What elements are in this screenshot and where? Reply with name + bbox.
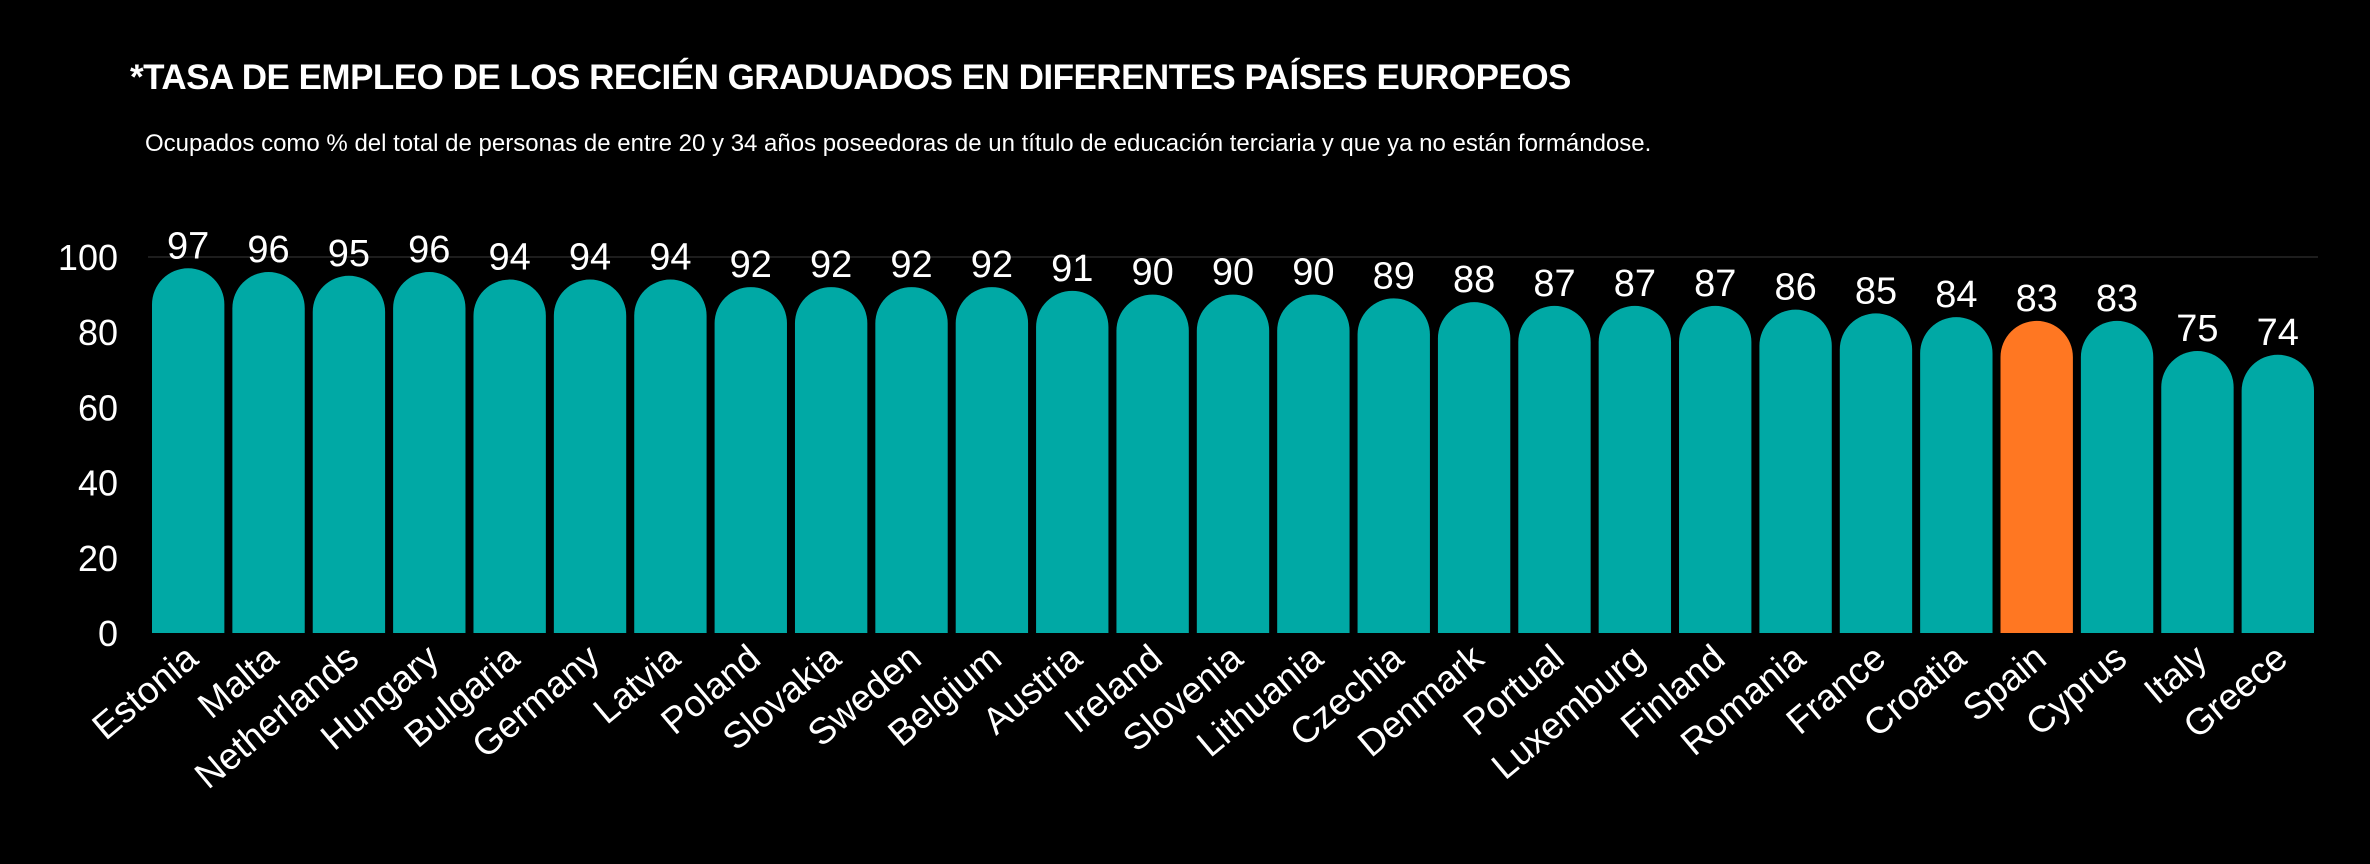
value-label-finland: 87: [1694, 263, 1736, 305]
value-label-hungary: 96: [408, 229, 450, 271]
value-label-france: 85: [1855, 270, 1897, 312]
value-label-netherlands: 95: [328, 233, 370, 275]
bar-france: [1839, 313, 1913, 633]
bar-ireland: [1116, 294, 1189, 633]
y-tick-label: 80: [78, 312, 118, 353]
bar-germany: [553, 279, 627, 633]
bar-austria: [1036, 290, 1109, 633]
bar-lithuania: [1277, 294, 1350, 633]
value-label-austria: 91: [1051, 248, 1093, 290]
bar-malta: [232, 272, 305, 633]
chart-subtitle: Ocupados como % del total de personas de…: [145, 130, 1652, 157]
bar-poland: [714, 287, 787, 633]
value-label-slovakia: 92: [810, 244, 852, 286]
value-label-romania: 86: [1774, 267, 1816, 309]
y-tick-label: 20: [78, 538, 118, 579]
bar-finland: [1679, 305, 1752, 633]
value-label-spain: 83: [2016, 278, 2058, 320]
bar-croatia: [1920, 317, 1993, 633]
bar-denmark: [1437, 302, 1511, 633]
value-label-denmark: 88: [1453, 259, 1495, 301]
value-label-latvia: 94: [649, 237, 691, 279]
value-label-luxemburg: 87: [1614, 263, 1656, 305]
bar-estonia: [152, 268, 225, 633]
y-tick-label: 60: [78, 387, 118, 428]
value-label-estonia: 97: [167, 225, 209, 267]
value-label-germany: 94: [569, 237, 611, 279]
chart-title: *TASA DE EMPLEO DE LOS RECIÉN GRADUADOS …: [130, 58, 1571, 97]
value-label-bulgaria: 94: [489, 237, 531, 279]
bar-czechia: [1357, 298, 1430, 633]
value-label-slovenia: 90: [1212, 252, 1254, 294]
bar-luxemburg: [1598, 305, 1672, 633]
value-label-poland: 92: [730, 244, 772, 286]
value-label-cyprus: 83: [2096, 278, 2138, 320]
value-label-croatia: 84: [1935, 274, 1977, 316]
y-tick-label: 40: [78, 463, 118, 504]
bar-portual: [1518, 305, 1591, 633]
y-tick-label: 0: [98, 613, 118, 654]
value-label-lithuania: 90: [1292, 252, 1334, 294]
value-label-malta: 96: [247, 229, 289, 271]
bar-greece: [2241, 354, 2314, 633]
y-tick-label: 100: [58, 237, 118, 278]
bar-latvia: [634, 279, 707, 633]
bar-hungary: [393, 272, 466, 633]
value-label-czechia: 89: [1373, 255, 1415, 297]
bar-slovakia: [794, 287, 868, 633]
value-label-portual: 87: [1533, 263, 1575, 305]
bar-spain: [2000, 320, 2073, 633]
bar-netherlands: [312, 275, 386, 633]
bar-bulgaria: [473, 279, 546, 633]
bar-cyprus: [2080, 320, 2154, 633]
bar-slovenia: [1196, 294, 1270, 633]
value-label-italy: 75: [2176, 308, 2218, 350]
bar-sweden: [875, 287, 948, 633]
value-label-belgium: 92: [971, 244, 1013, 286]
value-label-greece: 74: [2257, 312, 2299, 354]
bar-belgium: [955, 287, 1029, 633]
bar-romania: [1759, 309, 1832, 633]
value-label-ireland: 90: [1131, 252, 1173, 294]
value-label-sweden: 92: [890, 244, 932, 286]
bar-italy: [2161, 350, 2234, 633]
